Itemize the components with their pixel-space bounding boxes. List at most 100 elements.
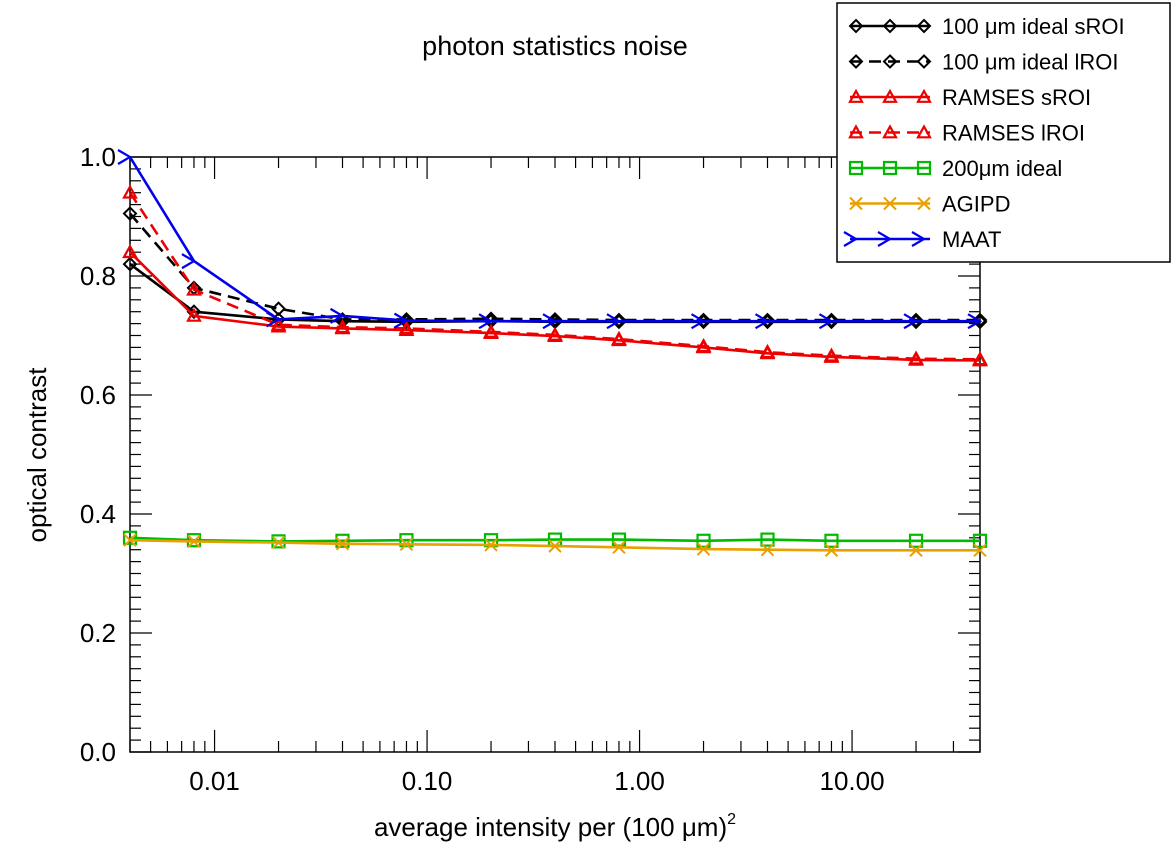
x-axis-title-main: average intensity per (100 μm)	[374, 812, 727, 842]
legend-item: 100 μm ideal lROI	[848, 50, 1119, 75]
data-point	[759, 343, 776, 359]
x-tick-labels: 0.01 0.10 1.00 10.00	[189, 766, 884, 796]
legend-item: 200μm ideal	[848, 156, 1062, 181]
data-point	[973, 543, 987, 558]
data-point	[122, 184, 138, 199]
series-ramses-sroi	[122, 243, 988, 367]
legend-marker	[916, 124, 932, 139]
legend-label: MAAT	[942, 227, 1001, 252]
data-point	[398, 320, 415, 335]
legend-marker	[916, 88, 932, 103]
legend-marker	[916, 54, 932, 69]
data-point	[547, 326, 563, 341]
data-point	[335, 533, 350, 548]
data-point	[690, 313, 706, 330]
legend-marker	[848, 18, 864, 34]
legend-marker	[849, 196, 863, 211]
series-line	[128, 191, 981, 361]
legend-marker	[848, 160, 864, 176]
data-point	[399, 533, 414, 548]
data-point	[611, 532, 627, 547]
legend-item: MAAT	[843, 227, 1001, 252]
legend-item: AGIPD	[849, 192, 1010, 217]
y-tick-label: 0.6	[80, 380, 116, 410]
y-tick-labels: 0.0 0.2 0.4 0.6 0.8 1.0	[80, 142, 116, 767]
data-point	[754, 313, 770, 330]
data-point	[334, 318, 351, 334]
data-point	[270, 316, 287, 331]
x-tick-label: 0.01	[189, 766, 240, 796]
series-100-m-ideal-sroi	[122, 256, 988, 330]
x-axis-title: average intensity per (100 μm)2	[374, 811, 736, 842]
legend-marker	[911, 231, 927, 247]
series-maat	[117, 149, 983, 330]
legend-label: RAMSES lROI	[942, 121, 1085, 146]
data-point	[611, 330, 627, 345]
data-point	[117, 149, 133, 165]
legend-label: AGIPD	[942, 192, 1010, 217]
legend: 100 μm ideal sROI 100 μm ideal lROI RAMSES…	[836, 2, 1171, 263]
data-point	[903, 313, 919, 330]
legend-marker	[882, 124, 898, 139]
data-point	[181, 253, 197, 270]
data-point	[122, 206, 138, 221]
data-point	[908, 350, 924, 365]
x-tick-label: 0.10	[402, 766, 453, 796]
data-point	[329, 307, 345, 324]
data-point	[908, 533, 924, 548]
legend-label: 200μm ideal	[942, 156, 1062, 181]
legend-marker	[848, 124, 864, 139]
legend-marker	[848, 54, 864, 69]
legend-item: RAMSES sROI	[848, 85, 1091, 110]
data-point	[967, 313, 983, 330]
series-ramses-lroi	[122, 184, 988, 366]
data-point	[187, 534, 201, 549]
data-point	[271, 301, 286, 317]
data-point	[824, 533, 839, 548]
legend-marker	[882, 88, 898, 103]
legend-marker	[917, 196, 931, 211]
data-point	[760, 532, 775, 547]
data-point	[909, 543, 923, 558]
data-point	[399, 537, 414, 552]
data-point	[818, 313, 834, 330]
chart-title: photon statistics noise	[422, 31, 688, 61]
data-point	[612, 540, 626, 555]
data-point	[696, 542, 711, 556]
data-point	[824, 543, 839, 558]
legend-marker	[848, 88, 864, 103]
y-tick-label: 0.4	[80, 499, 116, 529]
data-point	[123, 533, 137, 547]
y-tick-label: 1.0	[80, 142, 116, 172]
series-agipd	[123, 533, 987, 558]
x-tick-label: 10.00	[820, 766, 885, 796]
y-tick-label: 0.0	[80, 737, 116, 767]
data-point	[823, 347, 840, 362]
legend-marker	[882, 54, 898, 69]
series-line	[129, 536, 980, 543]
data-point	[696, 533, 711, 548]
legend-label: 100 μm ideal sROI	[942, 14, 1125, 39]
y-axis-title: optical contrast	[22, 367, 52, 543]
data-point	[760, 542, 775, 557]
data-point	[478, 313, 494, 330]
data-point	[271, 535, 286, 550]
data-point	[606, 313, 622, 330]
data-point	[122, 530, 138, 545]
data-point	[972, 351, 988, 366]
data-point	[335, 537, 350, 551]
legend-marker	[843, 231, 859, 247]
data-point	[186, 307, 202, 322]
data-point	[483, 323, 499, 338]
data-point	[393, 312, 409, 329]
data-point	[186, 304, 202, 320]
legend-marker	[882, 18, 898, 34]
data-point	[972, 533, 988, 548]
legend-marker	[882, 160, 898, 176]
legend-marker	[916, 18, 932, 34]
legend-marker	[877, 231, 893, 247]
legend-item: RAMSES lROI	[848, 121, 1085, 146]
data-point	[186, 281, 202, 296]
series-layer	[117, 149, 988, 558]
